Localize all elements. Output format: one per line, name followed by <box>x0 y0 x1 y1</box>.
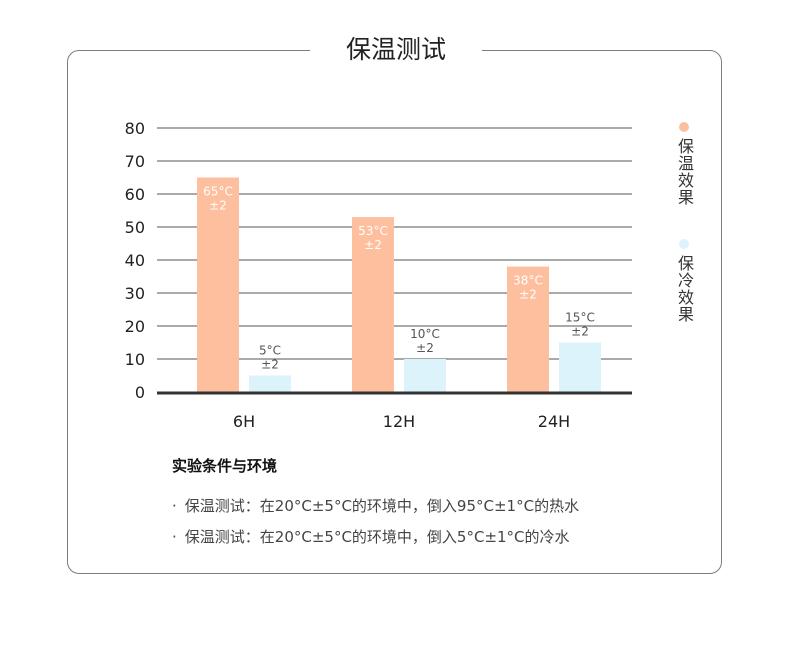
x-tick-label: 6H <box>233 412 255 431</box>
bar-warm <box>197 177 239 392</box>
y-tick-label: 70 <box>125 152 145 171</box>
bar-warm <box>352 217 394 392</box>
bar-cold <box>404 359 446 392</box>
legend-swatch-warm <box>679 122 689 132</box>
page-title: 保温测试 <box>310 30 482 70</box>
bar-cold <box>249 375 291 392</box>
data-label: ±2 <box>519 288 537 302</box>
condition-item: · 保温测试：在20°C±5°C的环境中，倒入95°C±1°C的热水 <box>172 495 579 516</box>
bar-warm <box>507 266 549 392</box>
data-label: 5°C <box>259 344 281 358</box>
bullet: · <box>172 497 177 515</box>
conditions-heading: 实验条件与环境 <box>172 457 278 475</box>
y-tick-label: 50 <box>125 218 145 237</box>
condition-text: 保温测试：在20°C±5°C的环境中，倒入5°C±1°C的冷水 <box>184 528 570 546</box>
y-tick-label: 30 <box>125 284 145 303</box>
y-tick-label: 10 <box>125 350 145 369</box>
y-tick-label: 20 <box>125 317 145 336</box>
data-label: 38°C <box>513 274 543 288</box>
condition-item: · 保温测试：在20°C±5°C的环境中，倒入5°C±1°C的冷水 <box>172 526 570 547</box>
y-tick-label: 40 <box>125 251 145 270</box>
data-label: ±2 <box>261 358 279 372</box>
data-label: ±2 <box>416 341 434 355</box>
y-tick-label: 60 <box>125 185 145 204</box>
data-label: ±2 <box>209 199 227 213</box>
data-label: 15°C <box>565 311 595 325</box>
x-tick-label: 12H <box>383 412 415 431</box>
legend-swatch-cold <box>679 239 689 249</box>
legend-label-warm: 保温效果 <box>675 138 694 206</box>
data-label: 10°C <box>410 327 440 341</box>
data-label: ±2 <box>364 238 382 252</box>
legend-label-cold: 保冷效果 <box>675 255 694 323</box>
condition-text: 保温测试：在20°C±5°C的环境中，倒入95°C±1°C的热水 <box>184 497 580 515</box>
y-tick-label: 0 <box>135 383 145 402</box>
legend-item-warm: 保温效果 <box>674 122 694 206</box>
data-label: 53°C <box>358 224 388 238</box>
data-label: 65°C <box>203 185 233 199</box>
bar-cold <box>559 342 601 392</box>
data-label: ±2 <box>571 325 589 339</box>
y-tick-label: 80 <box>125 119 145 138</box>
legend-item-cold: 保冷效果 <box>674 239 694 323</box>
bullet: · <box>172 528 177 546</box>
x-tick-label: 24H <box>538 412 570 431</box>
